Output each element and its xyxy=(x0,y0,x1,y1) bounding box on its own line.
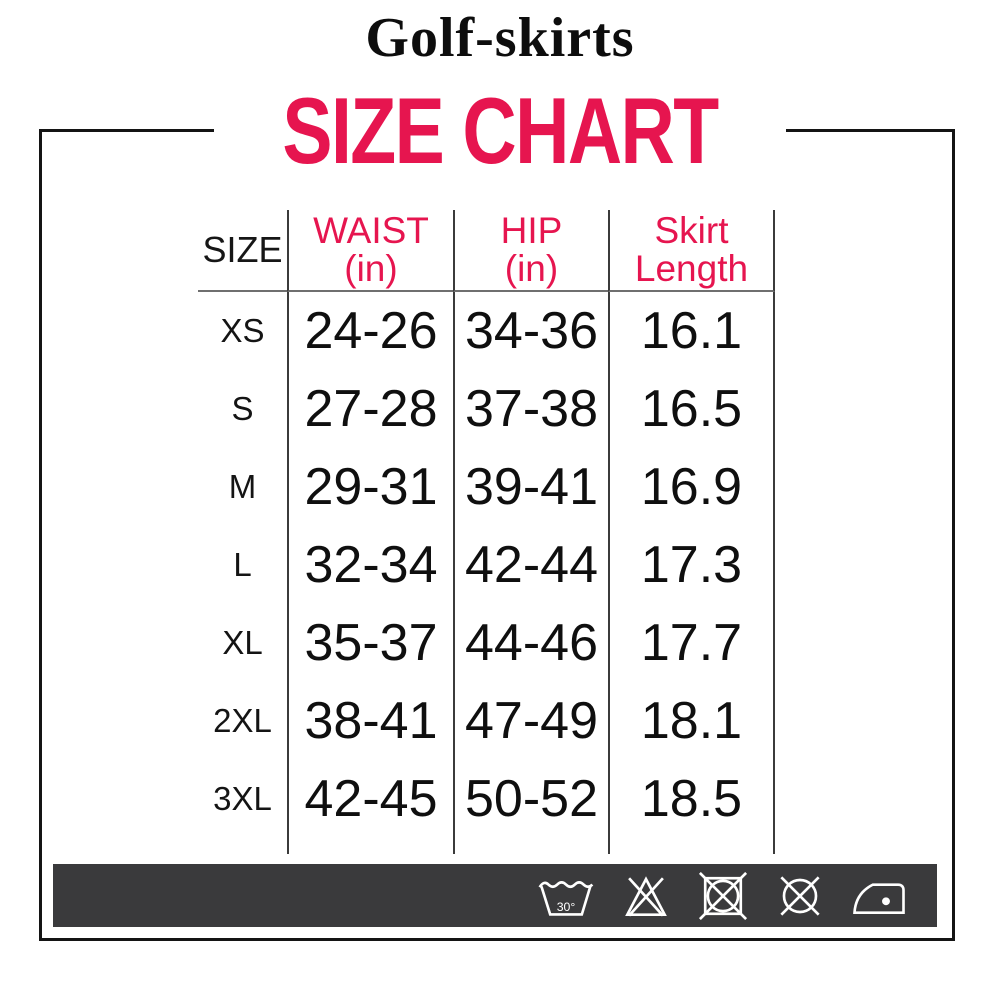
waist-value: 29-31 xyxy=(287,448,453,526)
skirt-length-value: 18.5 xyxy=(608,760,775,838)
skirt-length-value: 18.1 xyxy=(608,682,775,760)
col-header-waist: WAIST (in) xyxy=(287,210,453,292)
waist-value: 38-41 xyxy=(287,682,453,760)
table-rule-end xyxy=(287,838,453,854)
col-header-hip-line2: (in) xyxy=(504,248,559,289)
size-label: 3XL xyxy=(213,780,272,817)
waist-value: 24-26 xyxy=(287,292,453,370)
col-header-waist-line2: (in) xyxy=(344,248,398,289)
waist-value: 35-37 xyxy=(287,604,453,682)
hip-value: 47-49 xyxy=(453,682,608,760)
skirt-length-value: 16.5 xyxy=(608,370,775,448)
page-title: SIZE CHART xyxy=(0,84,1000,178)
table-rule-end xyxy=(198,838,287,854)
waist-value: 27-28 xyxy=(287,370,453,448)
do-not-dry-clean-icon xyxy=(780,875,820,916)
table-rule-end xyxy=(453,838,608,854)
skirt-length-value: 16.9 xyxy=(608,448,775,526)
hip-value: 37-38 xyxy=(453,370,608,448)
size-label: XL xyxy=(222,624,263,661)
waist-value: 32-34 xyxy=(287,526,453,604)
col-header-skirt-line1: Skirt xyxy=(654,210,729,251)
hip-value: 42-44 xyxy=(453,526,608,604)
iron-low-heat-icon xyxy=(853,882,905,914)
do-not-tumble-dry-icon xyxy=(698,871,748,920)
skirt-length-value: 16.1 xyxy=(608,292,775,370)
do-not-bleach-icon xyxy=(625,875,667,916)
page-title-text: SIZE CHART xyxy=(282,78,719,183)
size-label: XS xyxy=(220,312,265,349)
col-header-waist-line1: WAIST xyxy=(313,210,429,251)
col-header-size: SIZE xyxy=(198,210,287,292)
col-header-skirt-length: Skirt Length xyxy=(608,210,775,292)
wash-temperature-label: 30° xyxy=(557,899,576,913)
col-header-hip-line1: HIP xyxy=(500,210,563,251)
col-header-hip: HIP (in) xyxy=(453,210,608,292)
col-header-skirt-line2: Length xyxy=(634,248,749,289)
size-label: L xyxy=(233,546,252,583)
hip-value: 39-41 xyxy=(453,448,608,526)
table-rule-end xyxy=(608,838,775,854)
care-instructions-bar: 30° xyxy=(53,864,937,927)
skirt-length-value: 17.7 xyxy=(608,604,775,682)
machine-wash-30-icon: 30° xyxy=(538,880,594,916)
waist-value: 42-45 xyxy=(287,760,453,838)
size-table: SIZE WAIST (in) HIP (in) Skirt Length XS… xyxy=(198,210,775,854)
chart-frame-border xyxy=(39,129,955,941)
size-label: M xyxy=(228,468,257,505)
hip-value: 50-52 xyxy=(453,760,608,838)
page-title-background: SIZE CHART xyxy=(214,84,786,178)
skirt-length-value: 17.3 xyxy=(608,526,775,604)
hip-value: 44-46 xyxy=(453,604,608,682)
brand-title: Golf-skirts xyxy=(365,7,635,69)
size-label: 2XL xyxy=(213,702,272,739)
hip-value: 34-36 xyxy=(453,292,608,370)
size-label: S xyxy=(231,390,254,427)
